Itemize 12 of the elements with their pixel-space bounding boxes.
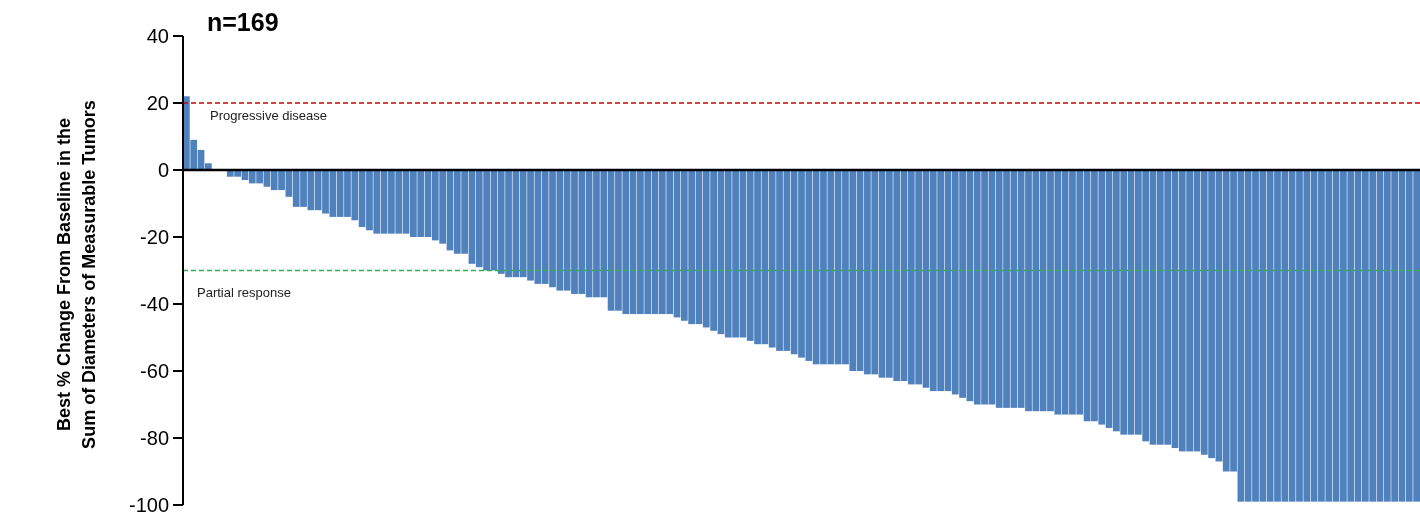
ref-line-label: Progressive disease: [210, 108, 328, 123]
y-tick-label: 20: [146, 92, 169, 114]
y-tick-label: -40: [140, 293, 169, 315]
y-tick-label: -20: [140, 226, 169, 248]
ref-line-label: Partial response: [197, 284, 291, 300]
y-axis-title: Best % Change From Baseline in the Sum of Diameters of Measurable Tumors: [54, 100, 99, 449]
y-tick-label: -60: [140, 360, 169, 382]
y-tick-label: 0: [157, 159, 169, 181]
chart-title: n=169: [207, 8, 279, 36]
y-tick-label: -100: [128, 494, 169, 516]
y-tick-label: 40: [146, 25, 169, 47]
y-tick-label: -80: [140, 427, 169, 449]
